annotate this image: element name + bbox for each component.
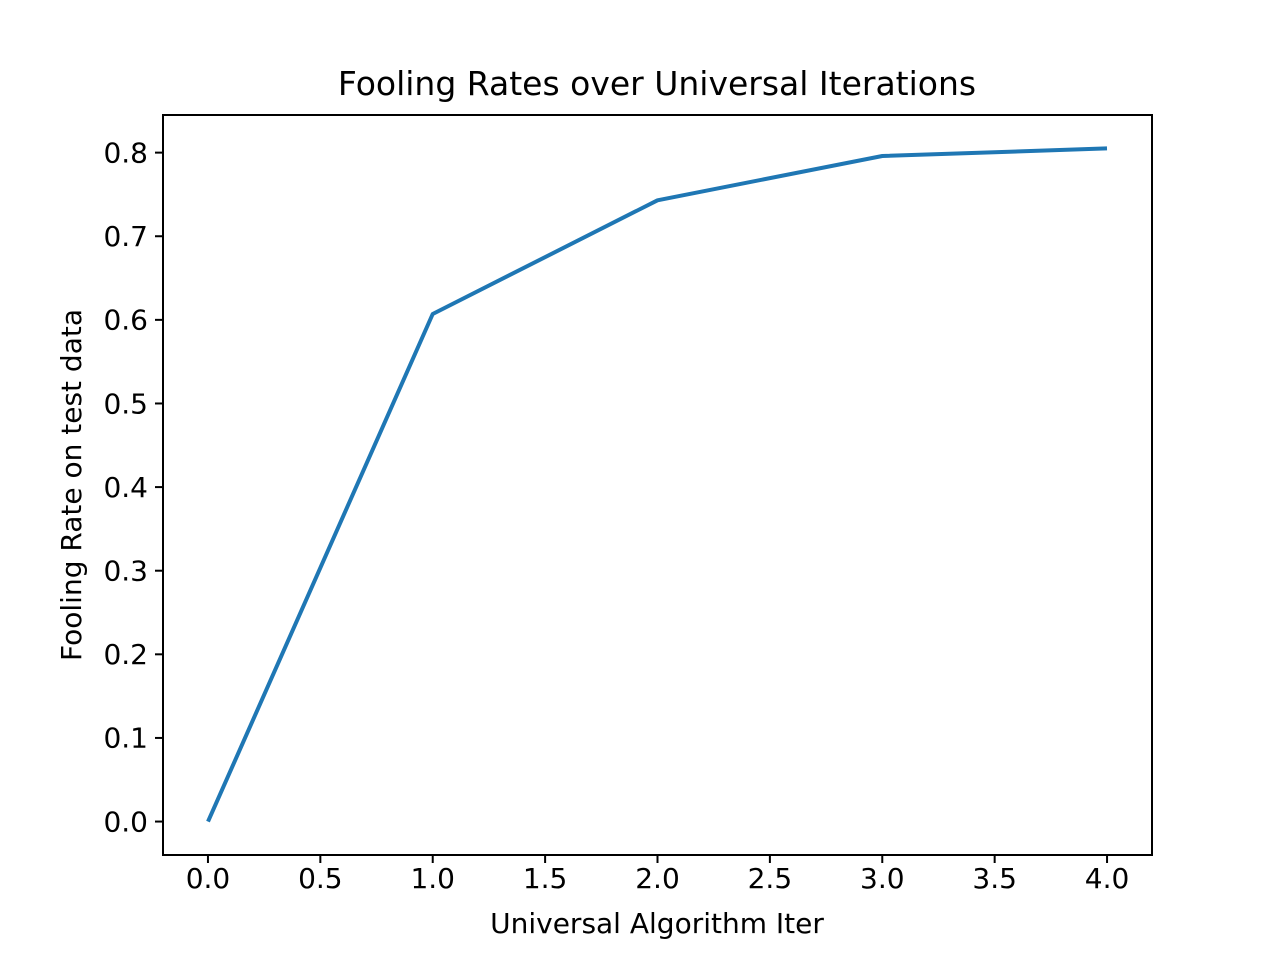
y-tick-label: 0.7 xyxy=(103,220,148,253)
x-axis-label: Universal Algorithm Iter xyxy=(490,907,824,940)
y-tick-label: 0.3 xyxy=(103,555,148,588)
x-tick-label: 1.5 xyxy=(523,862,568,895)
x-tick-label: 0.0 xyxy=(186,862,231,895)
x-tick-label: 2.5 xyxy=(748,862,793,895)
y-tick-label: 0.4 xyxy=(103,471,148,504)
chart-title: Fooling Rates over Universal Iterations xyxy=(338,64,976,103)
x-tick-label: 4.0 xyxy=(1085,862,1130,895)
x-tick-label: 1.0 xyxy=(410,862,455,895)
y-axis-label: Fooling Rate on test data xyxy=(55,309,88,661)
plot-frame xyxy=(162,114,1153,856)
y-tick-label: 0.5 xyxy=(103,387,148,420)
x-tick-label: 0.5 xyxy=(298,862,343,895)
x-tick-label: 3.0 xyxy=(860,862,905,895)
series-layer xyxy=(206,146,1108,823)
axes-ticks: 0.0 0.5 1.0 1.5 2.0 2.5 3.0 3.5 4.0 0.0 0.1 0.2 0.3 0… xyxy=(103,136,1129,895)
y-tick-label: 0.2 xyxy=(103,638,148,671)
y-tick-label: 0.1 xyxy=(103,722,148,755)
plot-line xyxy=(206,146,1108,823)
y-tick-label: 0.0 xyxy=(103,805,148,838)
y-tick-label: 0.8 xyxy=(103,136,148,169)
x-tick-label: 3.5 xyxy=(972,862,1017,895)
x-tick-label: 2.0 xyxy=(635,862,680,895)
y-tick-label: 0.6 xyxy=(103,304,148,337)
